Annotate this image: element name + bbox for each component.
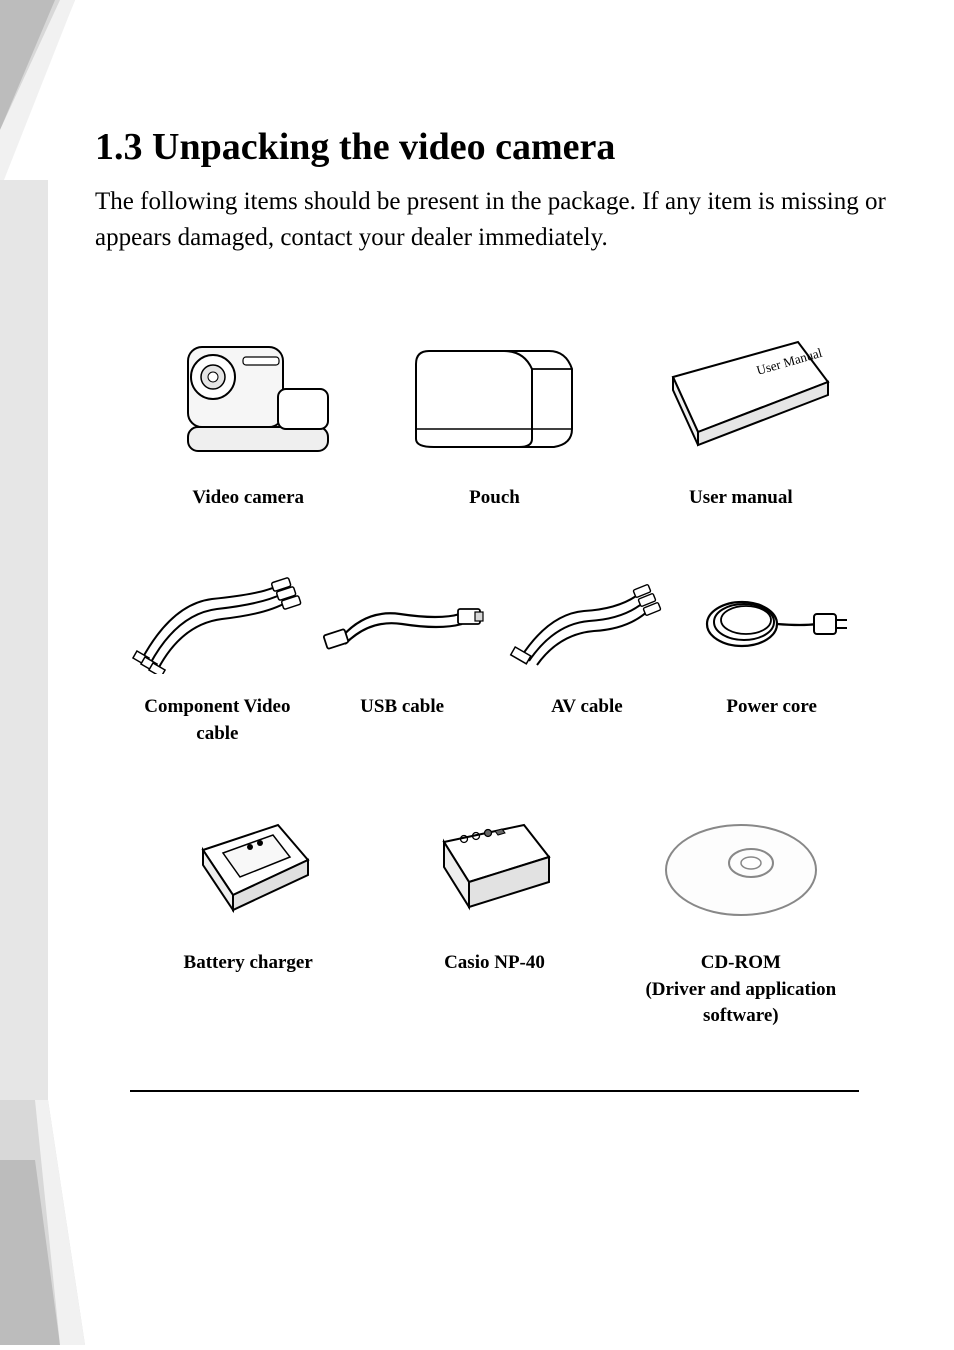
item-label: CD-ROM (Driver and application software) <box>618 950 864 1030</box>
item-label: Component Video cable <box>125 694 310 747</box>
usb-cable-icon <box>320 571 485 676</box>
item-battery-charger: Battery charger <box>125 807 371 977</box>
item-video-camera: Video camera <box>125 322 371 512</box>
items-row-1: Video camera Pouch User Ma <box>95 322 894 512</box>
pouch-icon <box>404 322 584 467</box>
item-label: Casio NP-40 <box>444 950 545 977</box>
item-label: Battery charger <box>184 950 313 977</box>
casio-np40-icon <box>429 807 559 932</box>
item-pouch: Pouch <box>371 322 617 512</box>
item-av-cable: AV cable <box>495 571 680 721</box>
divider <box>130 1090 859 1092</box>
item-label: Power core <box>726 694 817 721</box>
item-power-core: Power core <box>679 571 864 721</box>
section-heading: 1.3 Unpacking the video camera <box>95 125 894 169</box>
user-manual-icon: User Manual <box>643 322 838 467</box>
video-camera-icon <box>163 322 333 467</box>
item-label: Video camera <box>192 485 304 512</box>
component-video-cable-icon <box>132 571 302 676</box>
item-user-manual: User Manual User manual <box>618 322 864 512</box>
item-label: AV cable <box>551 694 623 721</box>
av-cable-icon <box>509 571 664 676</box>
item-usb-cable: USB cable <box>310 571 495 721</box>
battery-charger-icon <box>178 807 318 932</box>
items-row-3: Battery charger Casio NP-40 <box>95 807 894 1030</box>
item-cdrom: CD-ROM (Driver and application software) <box>618 807 864 1030</box>
item-label: User manual <box>689 485 793 512</box>
item-casio-np40: Casio NP-40 <box>371 807 617 977</box>
item-label: USB cable <box>360 694 444 721</box>
items-row-2: Component Video cable USB cable <box>95 571 894 747</box>
intro-text: The following items should be present in… <box>95 184 894 257</box>
item-label: Pouch <box>469 485 520 512</box>
cdrom-icon <box>656 807 826 932</box>
item-component-video-cable: Component Video cable <box>125 571 310 747</box>
power-core-icon <box>692 571 852 676</box>
